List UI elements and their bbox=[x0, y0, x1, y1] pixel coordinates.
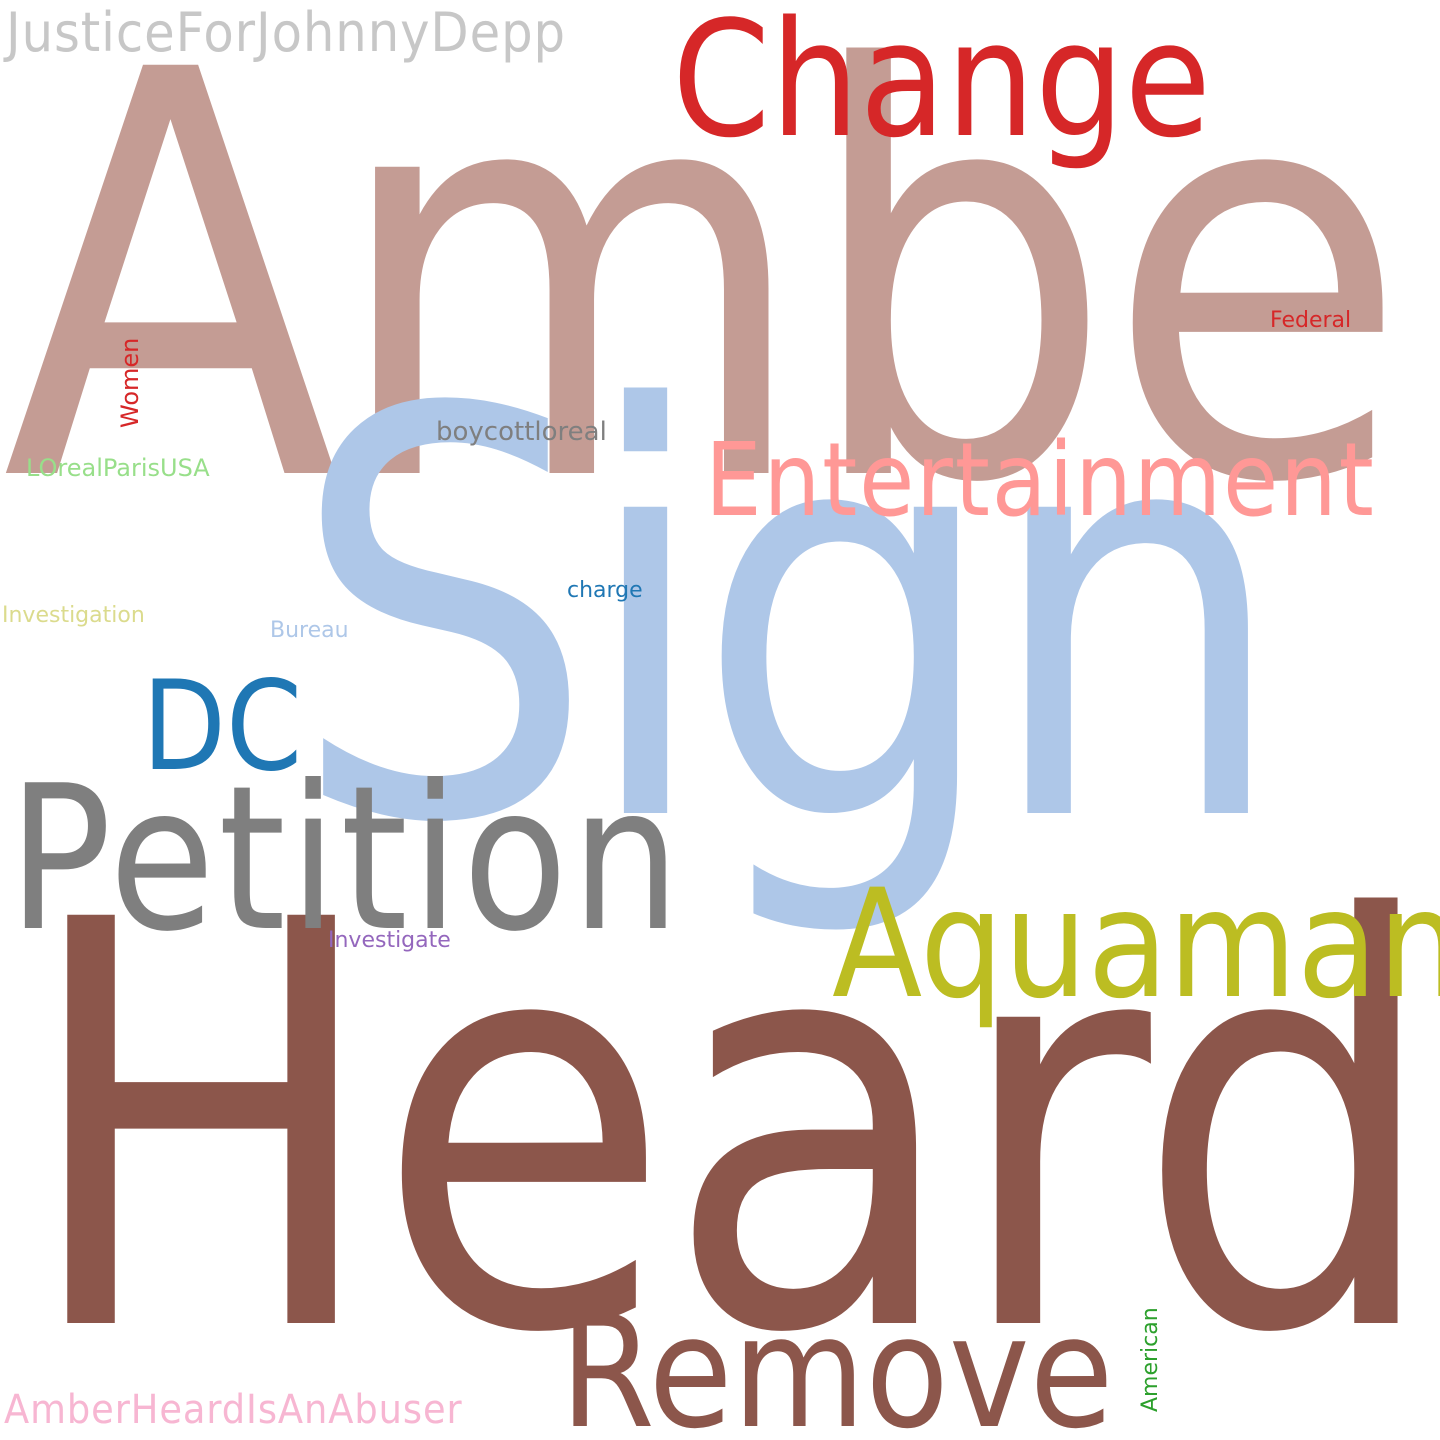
word-petition: Petition bbox=[8, 743, 684, 976]
word-amber-heard-is-an-abuser: AmberHeardIsAnAbuser bbox=[4, 1387, 463, 1433]
word-dc: DC bbox=[142, 655, 303, 799]
word-aquaman: Aquaman bbox=[832, 858, 1440, 1032]
word-loreal-paris-usa: LOrealParisUSA bbox=[26, 454, 210, 482]
word-women: Women bbox=[116, 337, 144, 428]
word-bureau: Bureau bbox=[270, 618, 349, 643]
word-heard: Heard bbox=[20, 804, 1440, 1440]
word-amber: Amber bbox=[2, 0, 1440, 606]
word-investigate: Investigate bbox=[328, 928, 451, 953]
word-remove: Remove bbox=[560, 1282, 1114, 1440]
word-charge: charge bbox=[567, 578, 643, 603]
word-american: American bbox=[1138, 1307, 1163, 1412]
word-investigation: Investigation bbox=[2, 603, 145, 628]
word-justice-for-johnny-depp: JusticeForJohnnyDepp bbox=[6, 1, 567, 64]
word-entertainment: Entertainment bbox=[705, 421, 1376, 540]
word-change: Change bbox=[672, 0, 1212, 173]
word-boycottloreal: boycottloreal bbox=[436, 417, 607, 447]
word-sign: Sign bbox=[290, 294, 1289, 946]
word-federal: Federal bbox=[1270, 308, 1352, 333]
